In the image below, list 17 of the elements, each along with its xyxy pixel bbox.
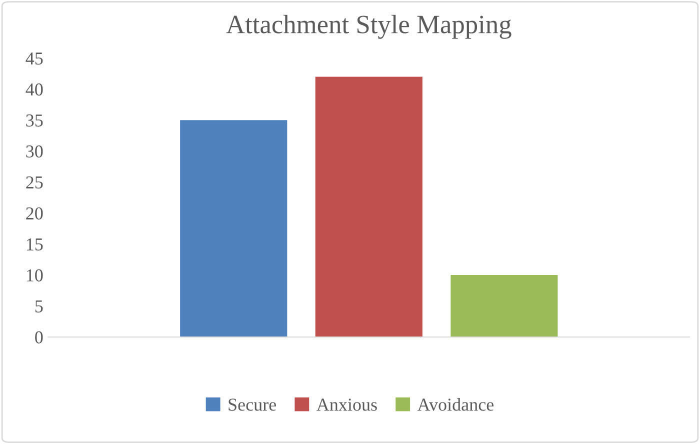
y-tick-label: 40 bbox=[26, 83, 43, 96]
y-tick-label: 45 bbox=[26, 52, 43, 65]
y-tick-label: 5 bbox=[35, 300, 43, 312]
y-tick-label: 35 bbox=[26, 114, 43, 127]
legend-label: Secure bbox=[228, 398, 276, 411]
bar bbox=[450, 275, 558, 337]
y-tick-label: 20 bbox=[26, 207, 43, 220]
legend-label: Anxious bbox=[316, 398, 377, 411]
y-tick-label: 30 bbox=[26, 145, 43, 158]
chart-title: Attachment Style Mapping bbox=[226, 14, 512, 39]
y-tick-label: 0 bbox=[35, 331, 43, 344]
legend-label: Avoidance bbox=[417, 398, 494, 411]
y-tick-label: 15 bbox=[26, 238, 43, 250]
y-tick-label: 25 bbox=[26, 176, 43, 189]
y-tick-label: 10 bbox=[26, 269, 43, 282]
bar bbox=[180, 120, 288, 337]
bar bbox=[315, 76, 422, 337]
